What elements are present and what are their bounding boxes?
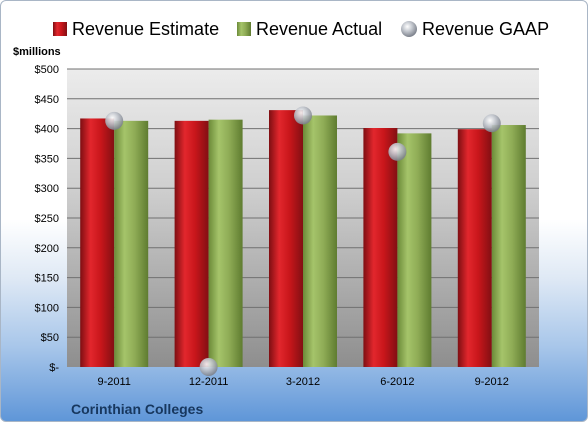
company-name: Corinthian Colleges: [71, 401, 203, 417]
bar-revenue-actual: [303, 115, 337, 367]
bar-revenue-actual: [491, 125, 526, 367]
bar-revenue-estimate: [174, 120, 209, 368]
x-axis-ticks: 9-2011 12-2011 3-2012 6-2012 9-2012: [97, 376, 508, 388]
legend: Revenue Estimate Revenue Actual Revenue …: [53, 19, 549, 39]
y-tick-label: $250: [35, 213, 59, 225]
y-tick-label: $450: [35, 94, 59, 106]
y-tick-label: $150: [35, 273, 59, 285]
x-tick-label: 6-2012: [380, 376, 414, 388]
x-tick-label: 9-2011: [97, 376, 130, 388]
marker-revenue-gaap: [388, 142, 407, 161]
x-tick-label: 3-2012: [286, 376, 320, 388]
y-axis-ticks: $- $50 $100 $150 $200 $250 $300 $350 $400 $450 $50…: [35, 64, 60, 374]
y-tick-label: $500: [35, 64, 59, 76]
y-tick-label: $200: [35, 243, 59, 255]
marker-revenue-gaap: [294, 106, 312, 125]
legend-swatch-estimate: [53, 22, 67, 36]
legend-item-revenue-actual: Revenue Actual: [237, 19, 382, 39]
legend-item-revenue-estimate: Revenue Estimate: [53, 19, 219, 39]
bar-revenue-actual: [397, 133, 432, 367]
marker-revenue-gaap: [105, 111, 124, 130]
y-tick-label: $350: [35, 153, 59, 165]
bar-revenue-estimate: [80, 118, 115, 367]
y-tick-label: $400: [35, 124, 59, 136]
marker-revenue-gaap: [482, 114, 501, 133]
y-tick-label: $300: [35, 183, 59, 195]
y-axis-title: $millions: [13, 46, 61, 58]
bar-revenue-actual: [208, 119, 243, 367]
x-tick-label: 9-2012: [475, 376, 509, 388]
y-tick-label: $50: [41, 332, 59, 344]
bar-revenue-estimate: [269, 110, 303, 368]
y-tick-label: $100: [35, 302, 59, 314]
x-tick-label: 12-2011: [189, 376, 229, 388]
marker-revenue-gaap: [199, 358, 218, 376]
bars: [80, 110, 526, 368]
bar-revenue-estimate: [363, 128, 398, 367]
legend-label-gaap: Revenue GAAP: [422, 19, 549, 39]
legend-item-revenue-gaap: Revenue GAAP: [401, 19, 549, 39]
bar-revenue-estimate: [457, 129, 492, 367]
gaap-markers: [105, 106, 501, 376]
legend-label-actual: Revenue Actual: [256, 19, 382, 39]
legend-swatch-actual: [237, 22, 251, 36]
bar-revenue-actual: [114, 120, 149, 368]
legend-swatch-gaap: [401, 21, 417, 37]
y-tick-label: $-: [49, 362, 59, 374]
legend-label-estimate: Revenue Estimate: [72, 19, 219, 39]
